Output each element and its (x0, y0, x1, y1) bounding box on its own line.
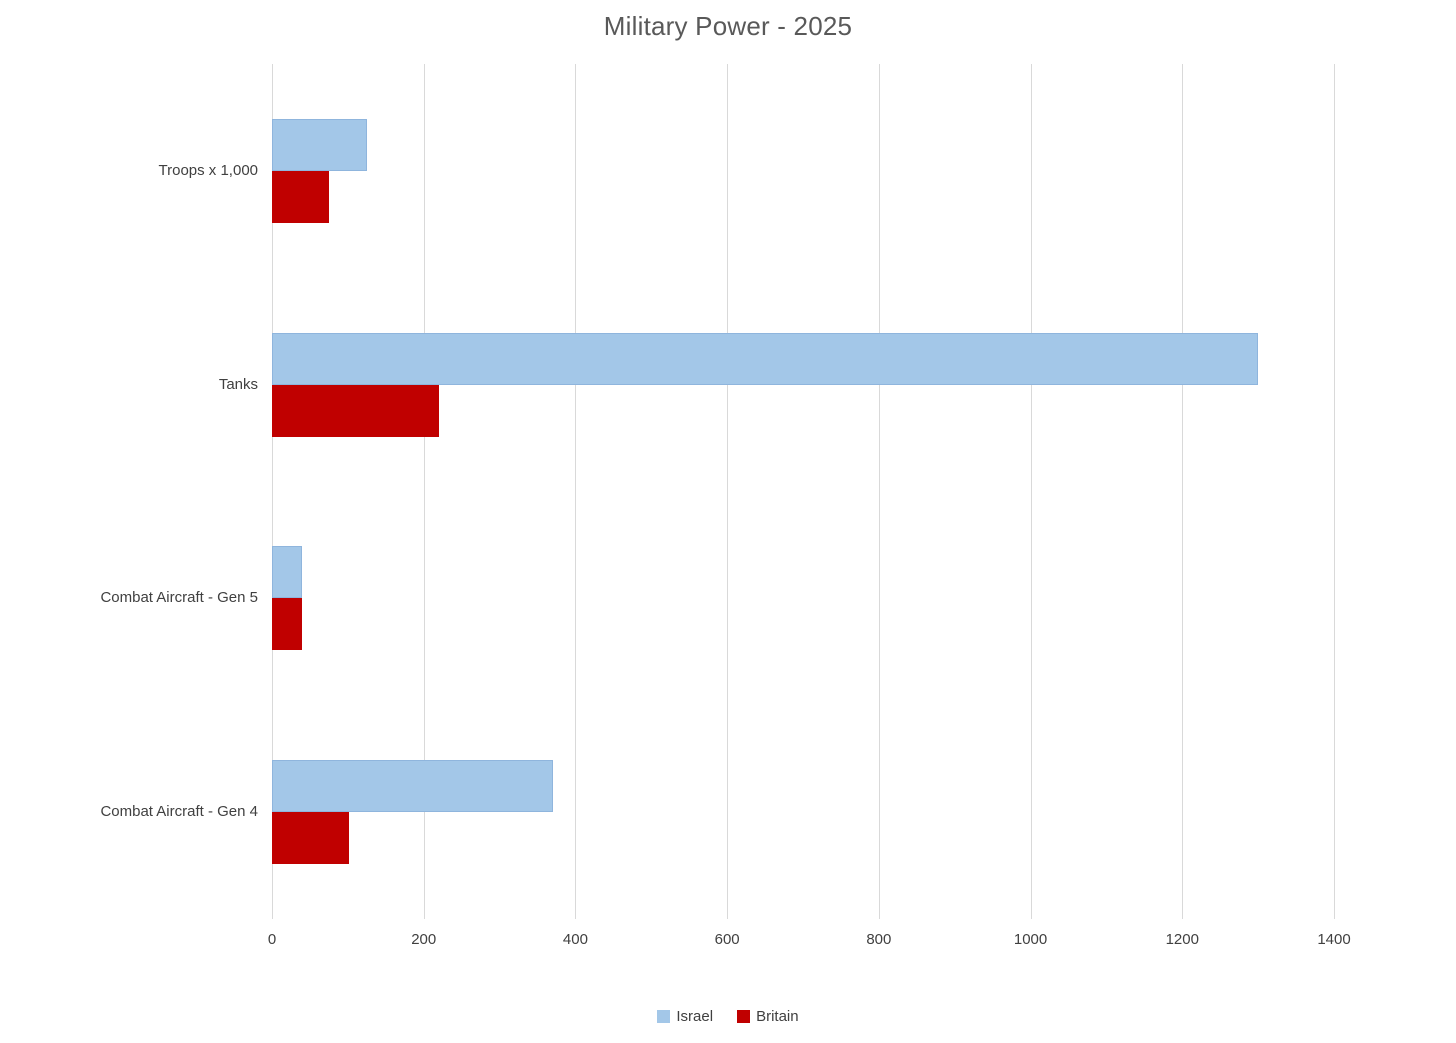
category-label-3: Combat Aircraft - Gen 5 (100, 589, 258, 607)
legend-swatch-israel-icon (657, 1010, 671, 1023)
legend-item-britain: Britain (737, 1008, 799, 1025)
x-tick-label-1200: 1200 (1165, 931, 1199, 948)
bar-britain-2 (272, 384, 439, 437)
legend: Israel Britain (0, 1008, 1456, 1025)
category-label-2: Tanks (218, 375, 258, 393)
x-tick-label-600: 600 (714, 931, 740, 948)
gridline-x-200 (423, 64, 425, 919)
legend-label-britain: Britain (756, 1008, 799, 1025)
bar-britain-1 (272, 170, 329, 223)
bar-britain-3 (272, 598, 302, 651)
x-tick-label-1000: 1000 (1013, 931, 1048, 948)
gridline-x-800 (878, 64, 880, 919)
gridline-x-400 (575, 64, 577, 919)
legend-label-israel: Israel (676, 1008, 714, 1025)
bar-israel-1 (272, 118, 367, 171)
category-label-1: Troops x 1,000 (158, 161, 259, 179)
legend-item-israel: Israel (657, 1008, 713, 1025)
bar-israel-2 (272, 332, 1258, 385)
gridline-x-1000 (1030, 64, 1032, 919)
gridline-x-600 (727, 64, 729, 919)
gridline-x-1200 (1182, 64, 1184, 919)
x-tick-label-400: 400 (562, 931, 588, 948)
bar-britain-4 (272, 812, 349, 865)
plot-area (272, 64, 1335, 919)
category-label-4: Combat Aircraft - Gen 4 (100, 803, 258, 821)
chart-title: Military Power - 2025 (603, 11, 853, 41)
x-tick-label-800: 800 (866, 931, 892, 948)
bar-israel-3 (272, 546, 302, 599)
x-tick-label-200: 200 (411, 931, 437, 948)
gridline-x-1400 (1334, 64, 1335, 919)
bar-israel-4 (272, 760, 553, 813)
gridline-x-0 (272, 64, 273, 919)
x-tick-label-1400: 1400 (1317, 931, 1351, 948)
legend-swatch-britain-icon (737, 1010, 751, 1023)
x-tick-label-0: 0 (267, 931, 277, 948)
